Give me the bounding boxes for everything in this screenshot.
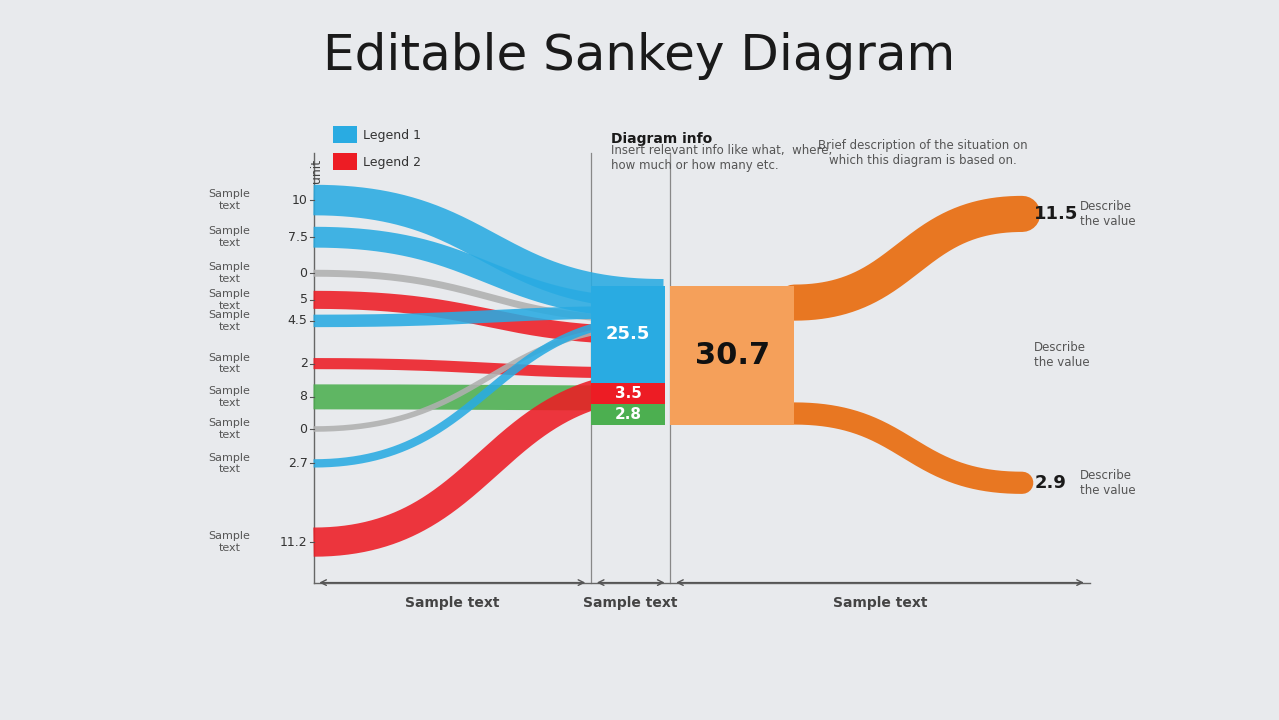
Text: 11.5: 11.5	[1035, 205, 1078, 223]
Text: Brief description of the situation on
which this diagram is based on.: Brief description of the situation on wh…	[819, 139, 1028, 167]
Text: Sample
text: Sample text	[208, 386, 251, 408]
Text: 5: 5	[299, 293, 307, 306]
Text: Editable Sankey Diagram: Editable Sankey Diagram	[324, 32, 955, 81]
Text: 25.5: 25.5	[606, 325, 651, 343]
Text: Describe
the value: Describe the value	[1079, 469, 1136, 497]
Text: Sample
text: Sample text	[208, 310, 251, 332]
Text: Describe
the value: Describe the value	[1079, 200, 1136, 228]
Text: Sample text: Sample text	[583, 596, 678, 611]
Bar	[670, 286, 794, 425]
Text: 2: 2	[299, 357, 307, 370]
Text: 11.2: 11.2	[280, 536, 307, 549]
Bar	[591, 383, 665, 404]
Text: Insert relevant info like what,  where,
how much or how many etc.: Insert relevant info like what, where, h…	[611, 144, 833, 172]
Text: 0: 0	[299, 266, 307, 280]
Text: 8: 8	[299, 390, 307, 403]
Bar	[591, 404, 665, 425]
Bar	[591, 286, 665, 383]
Text: Sample
text: Sample text	[208, 453, 251, 474]
Text: Sample
text: Sample text	[208, 189, 251, 211]
Text: Sample
text: Sample text	[208, 262, 251, 284]
Text: 2.8: 2.8	[615, 407, 642, 422]
Text: 10: 10	[292, 194, 307, 207]
Text: 30.7: 30.7	[694, 341, 770, 370]
Text: Sample
text: Sample text	[208, 353, 251, 374]
Text: 2.9: 2.9	[1035, 474, 1065, 492]
Text: Legend 1: Legend 1	[363, 130, 421, 143]
Text: Sample text: Sample text	[405, 596, 500, 611]
Text: Sample
text: Sample text	[208, 531, 251, 553]
Bar	[334, 126, 357, 143]
Text: Describe
the value: Describe the value	[1035, 341, 1090, 369]
Text: Sample text: Sample text	[833, 596, 927, 611]
Text: unit: unit	[310, 158, 324, 183]
Text: Sample
text: Sample text	[208, 226, 251, 248]
Text: 7.5: 7.5	[288, 230, 307, 243]
Text: Sample
text: Sample text	[208, 289, 251, 310]
Text: 2.7: 2.7	[288, 457, 307, 470]
Bar	[334, 153, 357, 169]
Text: Diagram info: Diagram info	[611, 132, 712, 146]
Text: Sample
text: Sample text	[208, 418, 251, 440]
Text: 0: 0	[299, 423, 307, 436]
Text: Legend 2: Legend 2	[363, 156, 421, 169]
Text: 4.5: 4.5	[288, 315, 307, 328]
Text: 3.5: 3.5	[615, 386, 642, 401]
